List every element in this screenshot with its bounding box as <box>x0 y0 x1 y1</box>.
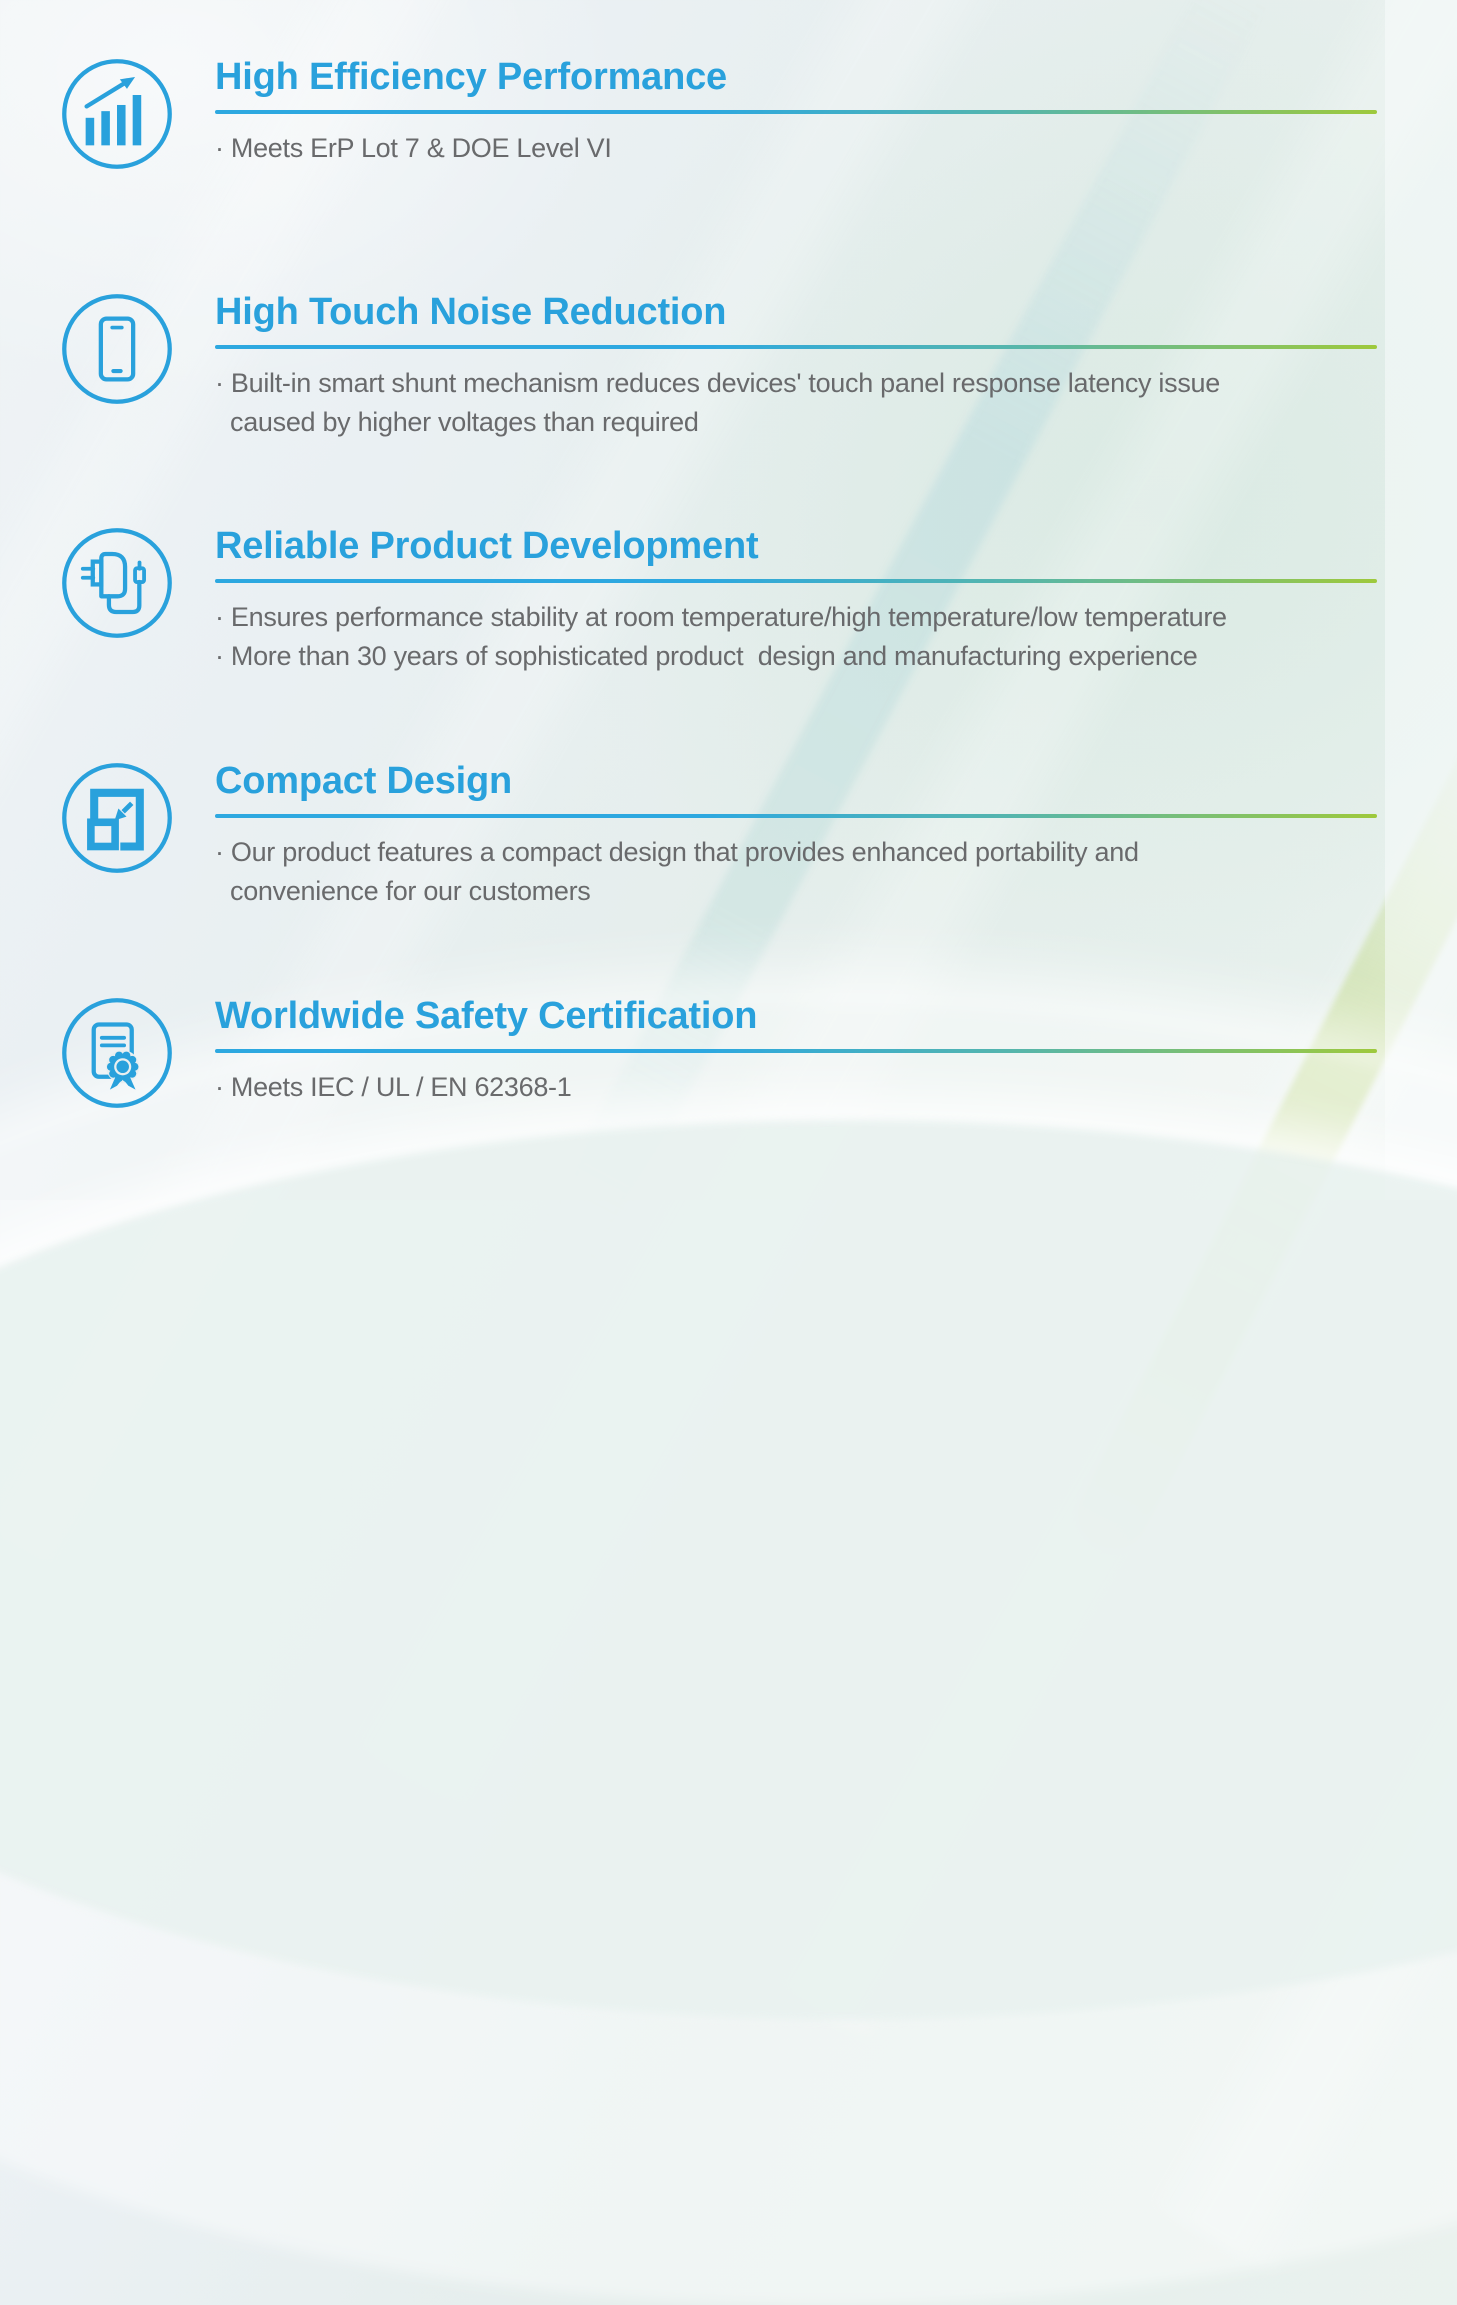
compact-resize-icon <box>60 761 174 875</box>
feature-title: Reliable Product Development <box>215 525 759 567</box>
feature-worldwide-safety-certification: Worldwide Safety Certification · Meets I… <box>0 993 1457 1110</box>
certificate-icon <box>60 996 174 1110</box>
feature-title: High Touch Noise Reduction <box>215 291 727 333</box>
divider-line <box>215 345 1377 349</box>
feature-title: Compact Design <box>215 760 513 802</box>
feature-bullet: · Our product features a compact design … <box>215 837 1139 906</box>
feature-reliable-product-development: Reliable Product Development · Ensures p… <box>0 523 1457 676</box>
power-adapter-icon <box>60 526 174 640</box>
feature-bullet: · Meets ErP Lot 7 & DOE Level VI <box>215 133 612 163</box>
feature-bullet: · More than 30 years of sophisticated pr… <box>215 641 1198 671</box>
smartphone-icon <box>60 292 174 406</box>
divider-line <box>215 1049 1377 1053</box>
feature-bullet: · Ensures performance stability at room … <box>215 602 1227 632</box>
divider-line <box>215 579 1377 583</box>
feature-bullet: · Built-in smart shunt mechanism reduces… <box>215 368 1220 437</box>
feature-bullet: · Meets IEC / UL / EN 62368-1 <box>215 1072 572 1102</box>
background-bottom-curve <box>0 1005 1457 2305</box>
divider-line <box>215 110 1377 114</box>
divider-line <box>215 814 1377 818</box>
feature-high-efficiency-performance: High Efficiency Performance · Meets ErP … <box>0 54 1457 171</box>
feature-title: Worldwide Safety Certification <box>215 995 758 1037</box>
feature-compact-design: Compact Design · Our product features a … <box>0 758 1457 911</box>
bar-chart-growth-icon <box>60 57 174 171</box>
feature-title: High Efficiency Performance <box>215 56 727 98</box>
feature-high-touch-noise-reduction: High Touch Noise Reduction · Built-in sm… <box>0 289 1457 442</box>
background-bottom-curve <box>0 1120 1457 2020</box>
